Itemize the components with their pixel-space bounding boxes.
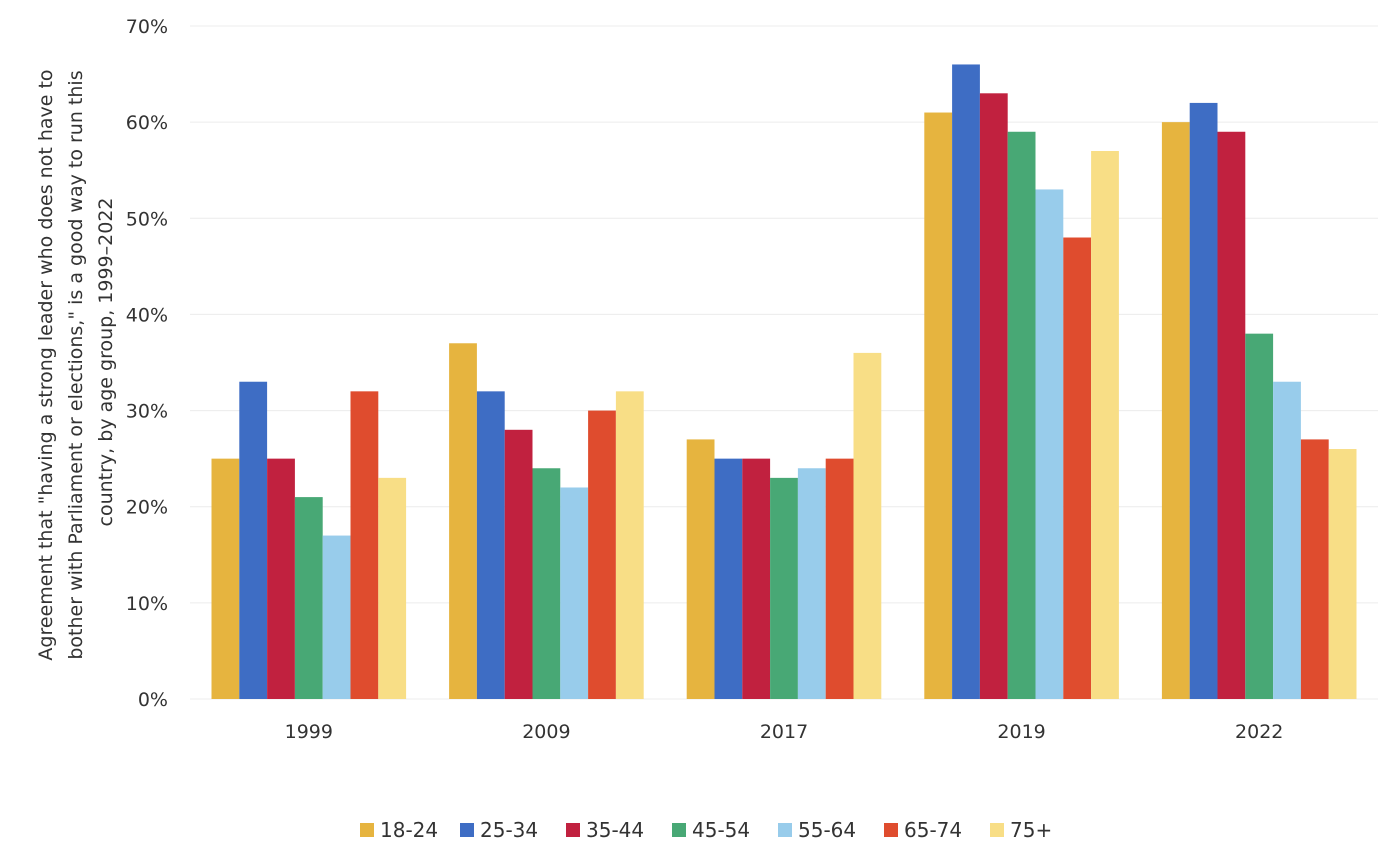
bar xyxy=(952,64,980,699)
bar xyxy=(1091,151,1119,699)
x-tick-label: 1999 xyxy=(285,721,333,743)
legend-item: 45-54 xyxy=(672,818,750,842)
bar xyxy=(449,343,477,699)
legend-item: 75+ xyxy=(990,818,1052,842)
y-tick-label: 0% xyxy=(138,689,168,711)
y-tick-label: 20% xyxy=(126,497,168,519)
legend-item: 55-64 xyxy=(778,818,856,842)
bar xyxy=(1008,132,1036,699)
bar xyxy=(924,113,952,699)
y-tick-label: 50% xyxy=(126,208,168,230)
bar xyxy=(1218,132,1246,699)
bar xyxy=(1036,189,1064,699)
bar xyxy=(1063,238,1091,699)
bar xyxy=(239,382,267,699)
bar xyxy=(351,391,379,699)
legend-label: 25-34 xyxy=(480,818,538,842)
bar xyxy=(687,439,715,699)
y-axis-title: Agreement that "having a strong leader w… xyxy=(35,63,117,660)
legend-swatch xyxy=(672,823,686,837)
legend-label: 18-24 xyxy=(380,818,438,842)
bar xyxy=(323,536,351,699)
x-axis-ticks: 1999 2009 2017 2019 2022 xyxy=(285,721,1284,743)
bar xyxy=(770,478,798,699)
y-axis-ticks: 0% 10% 20% 30% 40% 50% 60% 70% xyxy=(126,16,168,711)
bar xyxy=(295,497,323,699)
bar-chart: 0% 10% 20% 30% 40% 50% 60% 70% 1999 2009 2017 2019… xyxy=(0,0,1400,866)
legend-swatch xyxy=(360,823,374,837)
legend-item: 18-24 xyxy=(360,818,438,842)
bar xyxy=(1162,122,1190,699)
bar xyxy=(267,459,295,699)
bar xyxy=(1273,382,1301,699)
bar xyxy=(1190,103,1218,699)
y-tick-label: 10% xyxy=(126,593,168,615)
legend-swatch xyxy=(990,823,1004,837)
legend-label: 75+ xyxy=(1010,818,1052,842)
legend-swatch xyxy=(884,823,898,837)
bar xyxy=(742,459,770,699)
bar xyxy=(798,468,826,699)
y-tick-label: 60% xyxy=(126,112,168,134)
legend-swatch xyxy=(778,823,792,837)
legend-label: 55-64 xyxy=(798,818,856,842)
bar xyxy=(560,487,588,699)
legend-item: 35-44 xyxy=(566,818,644,842)
bar xyxy=(378,478,406,699)
legend: 18-24 25-34 35-44 45-54 55-64 65-74 75+ xyxy=(360,818,1052,842)
bar xyxy=(477,391,505,699)
legend-swatch xyxy=(566,823,580,837)
bar xyxy=(212,459,240,699)
bar xyxy=(1301,439,1329,699)
legend-swatch xyxy=(460,823,474,837)
y-tick-label: 30% xyxy=(126,401,168,423)
legend-label: 35-44 xyxy=(586,818,644,842)
bar xyxy=(1329,449,1357,699)
legend-item: 25-34 xyxy=(460,818,538,842)
x-tick-label: 2009 xyxy=(522,721,570,743)
bar xyxy=(854,353,882,699)
x-tick-label: 2019 xyxy=(997,721,1045,743)
y-tick-label: 70% xyxy=(126,16,168,38)
x-tick-label: 2022 xyxy=(1235,721,1283,743)
bar xyxy=(616,391,644,699)
bar xyxy=(826,459,854,699)
legend-item: 65-74 xyxy=(884,818,962,842)
y-axis-title-line-3: country, by age group, 1999–2022 xyxy=(95,198,117,527)
bar xyxy=(588,411,616,699)
y-axis-title-line-1: Agreement that "having a strong leader w… xyxy=(35,69,57,660)
bar xyxy=(533,468,561,699)
bar xyxy=(505,430,533,699)
bar xyxy=(1245,334,1273,699)
y-tick-label: 40% xyxy=(126,304,168,326)
y-axis-title-line-2: bother with Parliament or elections," is… xyxy=(65,70,87,659)
legend-label: 45-54 xyxy=(692,818,750,842)
bar xyxy=(980,93,1008,699)
bars xyxy=(212,64,1357,699)
legend-label: 65-74 xyxy=(904,818,962,842)
bar xyxy=(715,459,743,699)
x-tick-label: 2017 xyxy=(760,721,808,743)
